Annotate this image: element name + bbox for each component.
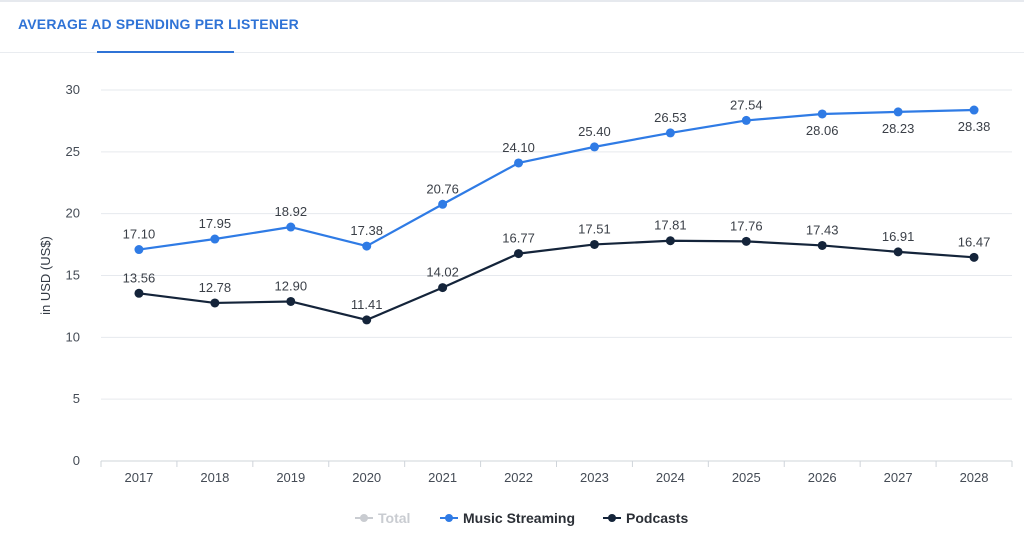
x-tick-label: 2023 [580,470,609,485]
data-point [969,105,979,115]
x-tick-label: 2019 [276,470,305,485]
data-label: 28.23 [882,121,915,136]
data-label: 16.91 [882,229,915,244]
data-label: 17.81 [654,218,687,233]
data-label: 16.47 [958,234,991,249]
y-tick-label: 10 [66,329,80,344]
data-point [893,247,903,257]
data-point [438,283,448,293]
x-tick-label: 2027 [884,470,913,485]
chart-header: AVERAGE AD SPENDING PER LISTENER [0,2,1024,53]
data-point [362,241,372,251]
legend-marker-icon [355,512,373,524]
data-point [817,240,827,250]
data-point [438,199,448,209]
data-label: 18.92 [275,204,308,219]
data-point [134,288,144,298]
data-point [362,315,372,325]
data-label: 20.76 [426,181,459,196]
data-point [210,234,220,244]
y-tick-label: 25 [66,144,80,159]
data-label: 24.10 [502,140,535,155]
legend-label: Podcasts [626,510,689,526]
data-label: 13.56 [123,270,156,285]
x-tick-label: 2026 [808,470,837,485]
x-tick-label: 2021 [428,470,457,485]
series-line [138,239,975,321]
data-point [741,115,751,125]
data-label: 12.78 [199,280,232,295]
data-label: 27.54 [730,97,763,112]
data-label: 17.43 [806,222,839,237]
data-label: 17.76 [730,218,763,233]
x-tick-label: 2017 [124,470,153,485]
data-point [210,298,220,308]
x-tick-label: 2024 [656,470,685,485]
tab-average-ad-spending[interactable]: AVERAGE AD SPENDING PER LISTENER [18,16,299,32]
legend-label: Total [378,510,411,526]
data-point [514,158,524,168]
data-point [286,222,296,232]
data-label: 26.53 [654,110,687,125]
top-border [0,0,1024,2]
legend-label: Music Streaming [463,510,576,526]
legend-marker-icon [603,512,621,524]
data-point [134,245,144,255]
legend-item-podcasts[interactable]: Podcasts [603,508,688,528]
series-podcasts: 13.56 12.78 12.90 11.41 14.02 16.77 17.51 17.81… [123,218,991,325]
y-axis-label: in USD (US$) [38,236,53,315]
y-tick-label: 5 [73,391,80,406]
data-point [817,109,827,119]
data-label: 28.06 [806,123,839,138]
data-label: 16.77 [502,231,535,246]
tab-active-indicator [97,51,234,53]
data-label: 17.10 [123,227,156,242]
data-label: 17.38 [350,223,383,238]
legend-marker-icon [440,512,458,524]
data-label: 28.38 [958,119,991,134]
series-music-streaming: 17.10 17.95 18.92 17.38 20.76 24.10 25.40 26.53… [123,97,991,255]
data-point [589,239,599,249]
data-point [286,296,296,306]
chart-legend: Total Music Streaming Podcasts [0,508,1024,530]
data-point [665,236,675,246]
y-tick-label: 30 [66,82,80,97]
data-label: 12.90 [275,278,308,293]
data-point [514,249,524,259]
data-point [665,128,675,138]
x-tick-label: 2018 [200,470,229,485]
y-tick-label: 15 [66,268,80,283]
data-label: 25.40 [578,124,611,139]
x-tick-label: 2025 [732,470,761,485]
x-tick-label: 2020 [352,470,381,485]
data-point [589,142,599,152]
legend-item-music-streaming[interactable]: Music Streaming [440,508,575,528]
data-label: 11.41 [351,297,383,312]
data-point [893,107,903,117]
legend-item-total[interactable]: Total [355,508,410,528]
y-tick-label: 20 [66,206,80,221]
series-line [138,108,975,251]
data-label: 17.95 [199,216,232,231]
data-label: 14.02 [426,265,459,280]
data-point [969,252,979,262]
data-point [741,236,751,246]
y-tick-label: 0 [73,453,80,468]
x-tick-label: 2022 [504,470,533,485]
data-label: 17.51 [578,221,611,236]
x-tick-label: 2028 [960,470,989,485]
